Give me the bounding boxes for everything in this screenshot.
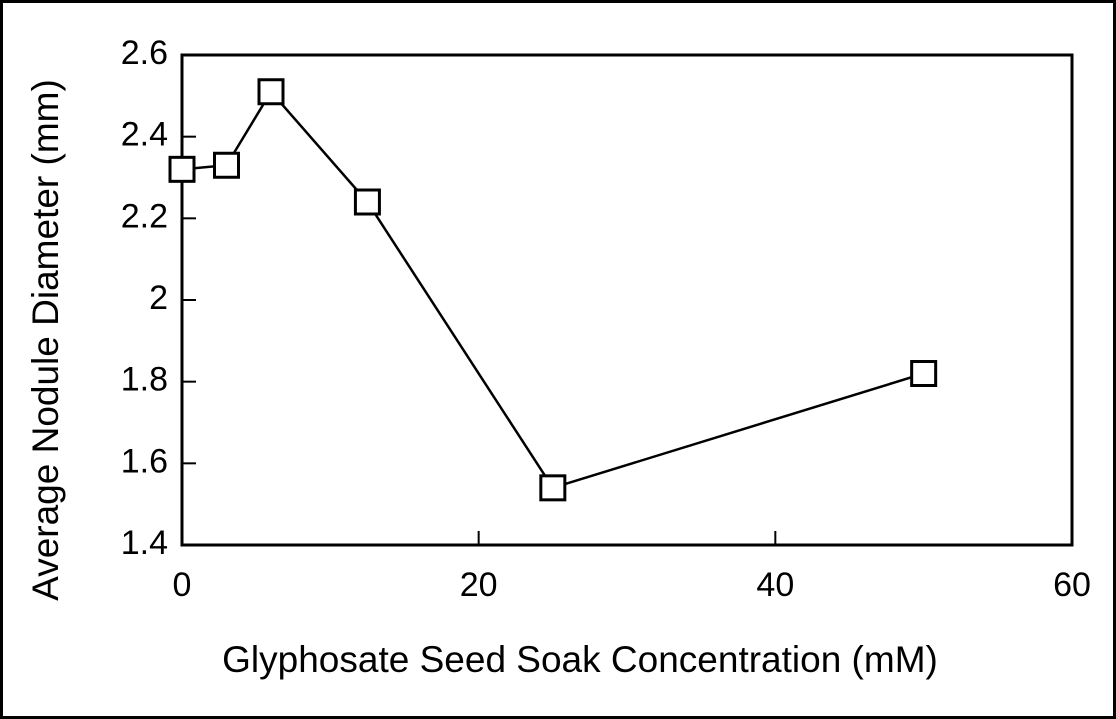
y-tick-label: 2.6 — [121, 34, 168, 72]
y-tick-label: 2 — [149, 279, 168, 317]
plot-frame — [180, 53, 1074, 547]
x-tick-label: 60 — [1053, 566, 1091, 604]
data-point — [168, 155, 196, 183]
y-tick-label: 2.4 — [121, 116, 168, 154]
y-tick-label: 1.6 — [121, 442, 168, 480]
x-tick-label: 20 — [460, 566, 498, 604]
data-point — [539, 474, 567, 502]
data-line — [181, 89, 925, 490]
y-tick-label: 1.4 — [121, 524, 168, 562]
x-tick-label: 0 — [173, 566, 192, 604]
y-tick-label: 1.8 — [121, 361, 168, 399]
data-point — [910, 360, 938, 387]
y-tick-label: 2.2 — [121, 197, 168, 235]
data-point — [257, 78, 285, 106]
x-tick-label: 40 — [756, 566, 794, 604]
x-axis-label: Glyphosate Seed Soak Concentration (mM) — [222, 639, 938, 680]
data-point — [213, 151, 240, 179]
data-point — [353, 188, 381, 216]
y-axis-label: Average Nodule Diameter (mm) — [25, 79, 66, 601]
